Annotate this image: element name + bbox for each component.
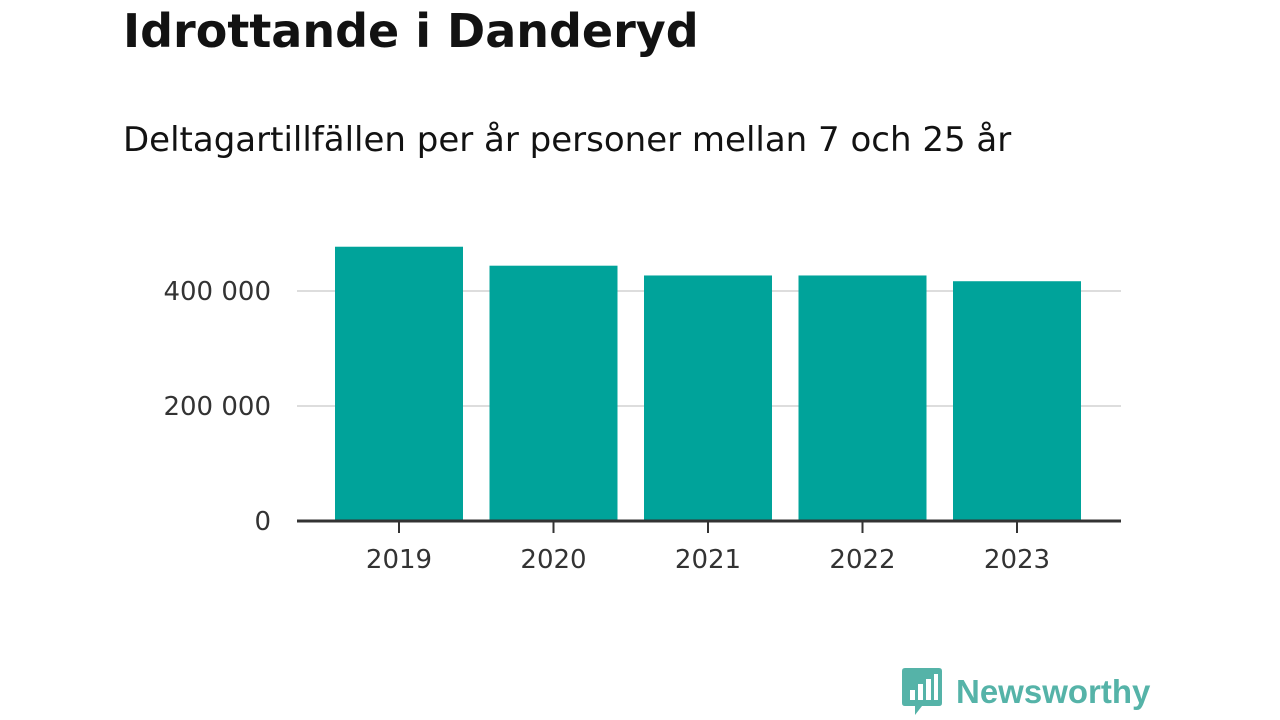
chart-subtitle: Deltagartillfällen per år personer mella…: [123, 120, 1012, 160]
newsworthy-logo-icon: [902, 668, 942, 715]
bar: [953, 281, 1081, 521]
y-tick-label: 400 000: [163, 277, 271, 307]
bar: [489, 265, 618, 521]
x-tick-label: 2023: [984, 545, 1050, 575]
chart-title: Idrottande i Danderyd: [123, 4, 699, 58]
y-tick-label: 200 000: [163, 392, 271, 422]
brand-logo: Newsworthy: [902, 668, 1150, 716]
bar: [644, 275, 772, 521]
y-tick-label: 0: [254, 507, 271, 537]
brand-name: Newsworthy: [956, 673, 1151, 710]
x-tick-label: 2020: [520, 545, 586, 575]
bar: [335, 246, 463, 521]
bar: [798, 275, 927, 521]
x-tick-label: 2021: [675, 545, 741, 575]
x-tick-label: 2019: [366, 545, 432, 575]
x-tick-label: 2022: [829, 545, 895, 575]
